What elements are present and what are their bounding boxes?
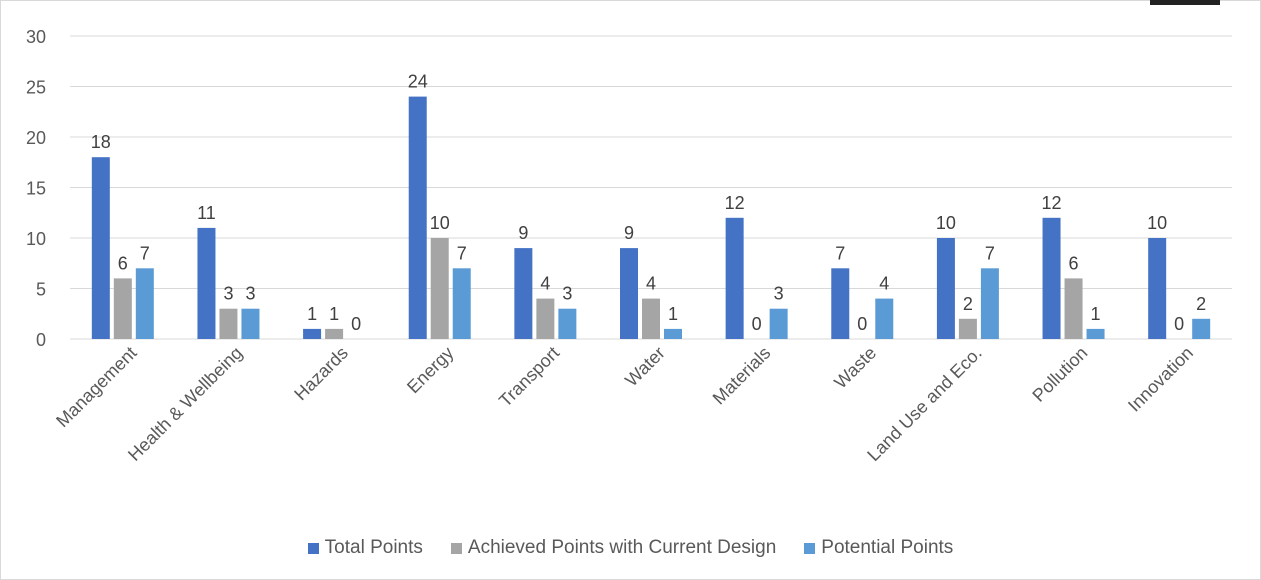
bar <box>558 308 577 339</box>
bar <box>241 308 260 339</box>
data-label: 3 <box>223 284 233 304</box>
bar <box>325 328 344 339</box>
x-tick-label: Management <box>52 343 140 431</box>
y-tick-label: 15 <box>26 179 46 199</box>
data-label: 11 <box>197 203 216 223</box>
bar <box>514 248 533 339</box>
data-label: 18 <box>91 132 111 152</box>
bar <box>536 298 555 339</box>
data-label: 0 <box>351 314 361 334</box>
x-tick-label: Pollution <box>1028 343 1091 406</box>
data-label: 12 <box>725 193 745 213</box>
bar <box>1064 278 1083 339</box>
legend-swatch-potential <box>804 542 816 554</box>
legend-item-potential: Potential Points <box>804 537 953 559</box>
x-tick-label: Energy <box>403 343 457 397</box>
y-tick-label: 5 <box>36 280 46 300</box>
data-label: 2 <box>963 294 973 314</box>
data-label: 0 <box>857 314 867 334</box>
data-label: 4 <box>879 274 889 294</box>
y-tick-label: 0 <box>36 330 46 350</box>
data-label: 2 <box>1196 294 1206 314</box>
legend-swatch-achieved <box>450 542 462 554</box>
data-label: 10 <box>430 213 450 233</box>
data-label: 7 <box>835 243 845 263</box>
bar <box>769 308 788 339</box>
legend-swatch-total <box>307 542 319 554</box>
y-tick-label: 30 <box>26 27 46 47</box>
data-label: 12 <box>1042 193 1062 213</box>
data-label: 10 <box>936 213 956 233</box>
data-label: 1 <box>307 304 317 324</box>
bar <box>620 248 638 339</box>
data-label: 6 <box>118 253 128 273</box>
x-tick-label: Hazards <box>290 343 352 405</box>
bar <box>430 238 449 339</box>
bar <box>980 268 999 339</box>
bar <box>664 328 682 339</box>
x-tick-label: Water <box>621 343 669 391</box>
y-axis-ticks: 0 5 10 15 20 25 30 <box>26 27 46 350</box>
bar <box>725 217 744 339</box>
data-label: 4 <box>540 274 550 294</box>
y-tick-label: 10 <box>26 229 46 249</box>
data-label: 10 <box>1147 213 1167 233</box>
bar <box>303 328 322 339</box>
data-label: 9 <box>624 223 634 243</box>
bar <box>219 308 238 339</box>
bar <box>197 227 216 339</box>
data-label: 6 <box>1069 253 1079 273</box>
legend-item-achieved: Achieved Points with Current Design <box>450 537 777 559</box>
legend-item-total: Total Points <box>307 537 423 559</box>
data-label: 1 <box>329 304 339 324</box>
data-label: 7 <box>985 243 995 263</box>
bar <box>936 238 955 339</box>
data-label: 3 <box>562 284 572 304</box>
x-tick-label: Materials <box>709 343 775 409</box>
bar <box>642 298 660 339</box>
data-label: 0 <box>1174 314 1184 334</box>
data-label: 3 <box>245 284 255 304</box>
bar <box>1192 318 1211 339</box>
bar <box>1086 328 1105 339</box>
x-tick-label: Land Use and Eco. <box>863 343 985 465</box>
data-label: 9 <box>518 223 528 243</box>
bar <box>1148 238 1167 339</box>
data-label: 24 <box>408 72 428 92</box>
y-tick-label: 25 <box>26 78 46 98</box>
bar <box>958 318 977 339</box>
data-label: 7 <box>457 243 467 263</box>
legend-label-total: Total Points <box>324 537 423 558</box>
x-tick-label: Transport <box>495 343 563 411</box>
bar <box>1042 217 1061 339</box>
bar <box>113 278 132 339</box>
bars <box>91 96 1211 339</box>
clipped-title-fragment <box>1150 0 1220 5</box>
bar <box>91 157 110 339</box>
legend-label-potential: Potential Points <box>821 537 954 558</box>
data-label: 3 <box>774 284 784 304</box>
bar <box>408 96 427 339</box>
legend-label-achieved: Achieved Points with Current Design <box>467 537 777 558</box>
data-label: 1 <box>668 304 678 324</box>
x-tick-label: Health & Wellbeing <box>124 343 246 465</box>
x-tick-label: Waste <box>830 343 880 393</box>
y-tick-label: 20 <box>26 128 46 148</box>
data-label: 1 <box>1091 304 1101 324</box>
data-label: 0 <box>752 314 762 334</box>
x-tick-label: Innovation <box>1124 343 1197 416</box>
bar <box>452 268 471 339</box>
data-label: 4 <box>646 274 656 294</box>
bar <box>135 268 154 339</box>
bar <box>831 268 850 339</box>
data-label: 7 <box>140 243 150 263</box>
bar <box>875 298 894 339</box>
legend: Total Points Achieved Points with Curren… <box>0 537 1261 559</box>
